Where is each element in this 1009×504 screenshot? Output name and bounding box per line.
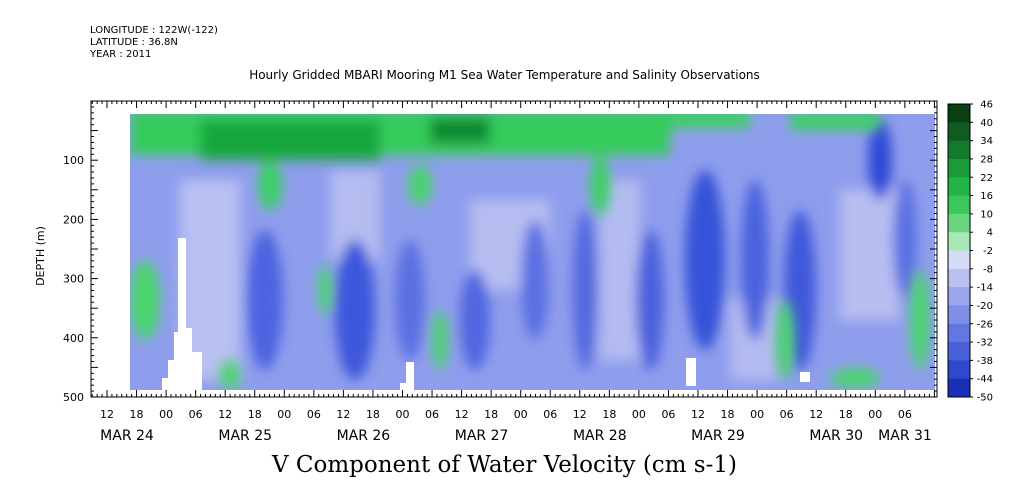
x-hour-label: 18 [839, 408, 853, 421]
colorbar-label: -8 [983, 264, 993, 275]
x-date-label: MAR 26 [337, 428, 391, 444]
x-hour-label: 12 [100, 408, 114, 421]
colorbar-label: -26 [977, 319, 993, 330]
x-hour-label: 00 [396, 408, 410, 421]
x-hour-label: 00 [750, 408, 764, 421]
x-hour-label: 18 [248, 408, 262, 421]
colorbar-segment [948, 158, 970, 178]
colorbar-label: -44 [977, 374, 993, 385]
colorbar-segment [948, 250, 970, 270]
colorbar-label: -32 [977, 338, 993, 349]
x-hour-label: 12 [691, 408, 705, 421]
variable-title: V Component of Water Velocity (cm s-1) [272, 452, 737, 478]
colorbar-label: -2 [983, 246, 993, 257]
y-tick-label: 500 [63, 391, 84, 404]
colorbar-segment [948, 140, 970, 160]
colorbar-segment [948, 360, 970, 380]
colorbar-label: 16 [980, 191, 993, 202]
colorbar-segment [948, 122, 970, 142]
y-tick-label: 100 [63, 154, 84, 167]
x-axis: 12 18 00 06 12 18 00 06 12 18 00 06 12 18 00 06 12 18 00 06… [91, 101, 935, 444]
colorbar-label: -20 [977, 301, 993, 312]
colorbar-segment [948, 213, 970, 233]
colorbar-label: 40 [980, 118, 993, 129]
x-date-label: MAR 31 [878, 428, 932, 444]
x-date-label: MAR 29 [691, 428, 745, 444]
x-hour-label: 12 [336, 408, 350, 421]
y-tick-label: 200 [63, 213, 84, 226]
longitude-label: LONGITUDE : 122W(-122) [90, 25, 218, 36]
colorbar-label: -50 [977, 393, 993, 404]
x-hour-label: 00 [632, 408, 646, 421]
x-hour-label: 06 [661, 408, 675, 421]
y-axis-label: DEPTH (m) [34, 226, 47, 286]
x-hour-label: 06 [307, 408, 321, 421]
x-hour-label: 00 [514, 408, 528, 421]
colorbar-label: 34 [980, 136, 993, 147]
colorbar-segment [948, 342, 970, 361]
colorbar-label: 46 [980, 100, 993, 111]
x-hour-label: 12 [573, 408, 587, 421]
x-hour-label: 18 [602, 408, 616, 421]
colorbar-label: 10 [980, 209, 993, 220]
colorbar-segment [948, 378, 970, 398]
heatmap-field [130, 114, 935, 390]
x-date-label: MAR 27 [455, 428, 509, 444]
colorbar-label: -38 [977, 356, 993, 367]
x-hour-label: 18 [366, 408, 380, 421]
x-hour-label: 06 [780, 408, 794, 421]
colorbar-segment [948, 305, 970, 325]
x-hour-label: 06 [425, 408, 439, 421]
x-hour-label: 12 [218, 408, 232, 421]
x-hour-label: 12 [809, 408, 823, 421]
colorbar: 46 40 34 28 22 16 10 4 -2 -8 -14 -20 -26 -32 -38 -44 -50 [947, 100, 993, 404]
latitude-label: LATITUDE : 36.8N [90, 37, 178, 48]
x-date-label: MAR 25 [218, 428, 272, 444]
colorbar-segment [948, 268, 970, 288]
x-hour-label: 00 [277, 408, 291, 421]
x-hour-label: 06 [543, 408, 557, 421]
x-hour-label: 12 [455, 408, 469, 421]
x-date-label: MAR 28 [573, 428, 627, 444]
x-hour-label: 18 [484, 408, 498, 421]
colorbar-segment [948, 287, 970, 306]
colorbar-segment [948, 323, 970, 343]
colorbar-label: 28 [980, 154, 993, 165]
colorbar-segment [948, 104, 970, 123]
x-hour-label: 00 [868, 408, 882, 421]
x-hour-label: 06 [898, 408, 912, 421]
y-axis: 100 200 300 400 500 [63, 100, 937, 404]
x-date-label: MAR 24 [100, 428, 154, 444]
year-label: YEAR : 2011 [90, 49, 152, 60]
colorbar-label: 22 [980, 173, 993, 184]
colorbar-segment [948, 195, 970, 215]
y-tick-label: 300 [63, 273, 84, 286]
colorbar-label: 4 [987, 228, 993, 239]
colorbar-label: -14 [977, 283, 993, 294]
x-date-label: MAR 30 [809, 428, 863, 444]
x-hour-label: 00 [159, 408, 173, 421]
colorbar-segment [948, 177, 970, 197]
x-hour-label: 18 [721, 408, 735, 421]
y-tick-label: 400 [63, 332, 84, 345]
colorbar-segment [948, 232, 970, 251]
x-hour-label: 18 [130, 408, 144, 421]
x-hour-label: 06 [189, 408, 203, 421]
chart-title: Hourly Gridded MBARI Mooring M1 Sea Wate… [249, 68, 760, 82]
